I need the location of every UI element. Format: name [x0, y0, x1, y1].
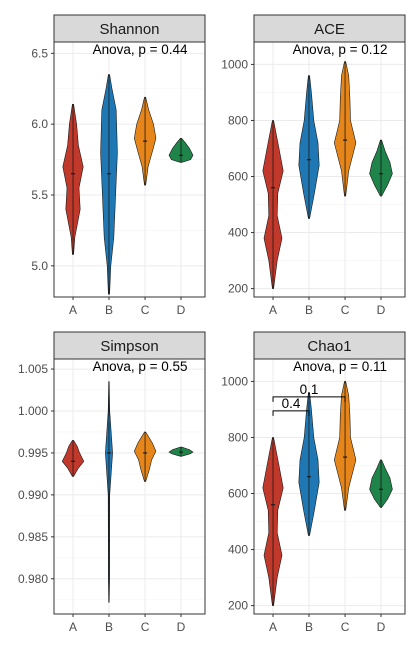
- x-tick-label: C: [341, 303, 350, 317]
- y-tick-label: 400: [228, 543, 248, 557]
- y-tick-label: 800: [228, 430, 248, 444]
- y-tick-label: 0.995: [18, 446, 48, 460]
- y-tick-label: 5.0: [31, 259, 48, 273]
- strip-header: [253, 331, 406, 360]
- strip-header: [53, 14, 206, 43]
- y-tick-label: 200: [228, 282, 248, 296]
- significance-bracket: [272, 396, 346, 402]
- y-tick-label: 5.5: [31, 188, 48, 202]
- y-tick-label: 0.985: [18, 530, 48, 544]
- x-tick-label: B: [105, 303, 113, 317]
- x-tick-label: A: [69, 620, 77, 634]
- strip-header: [253, 14, 406, 43]
- x-tick-label: D: [377, 303, 386, 317]
- panel-shannon: 5.0 5.5 6.0 6.5 A B C D Anova, p = 0.44 Shannon: [31, 14, 206, 317]
- y-tick-label: 1000: [221, 374, 248, 388]
- anova-annotation: Anova, p = 0.11: [293, 359, 387, 374]
- y-tick-label: 0.990: [18, 488, 48, 502]
- x-tick-label: D: [177, 303, 186, 317]
- x-tick-label: D: [377, 620, 386, 634]
- significance-bracket: [272, 410, 310, 416]
- y-tick-label: 800: [228, 113, 248, 127]
- panel-title: Chao1: [307, 338, 351, 355]
- y-tick-label: 1.005: [18, 362, 48, 376]
- panel-title: Shannon: [99, 21, 159, 38]
- x-tick-label: C: [341, 620, 350, 634]
- panel-title: ACE: [314, 21, 345, 38]
- bracket-label: 0.1: [300, 382, 319, 397]
- y-tick-label: 600: [228, 170, 248, 184]
- panel-simpson: 0.980 0.985 0.990 0.995 1.000 1.005 A B C D Anova,…: [18, 331, 206, 634]
- x-tick-label: C: [141, 303, 150, 317]
- x-tick-label: C: [141, 620, 150, 634]
- anova-annotation: Anova, p = 0.44: [93, 42, 188, 57]
- x-tick-label: D: [177, 620, 186, 634]
- x-tick-label: A: [269, 620, 277, 634]
- x-tick-label: A: [69, 303, 77, 317]
- y-tick-label: 6.0: [31, 117, 48, 131]
- plot-background: [54, 359, 205, 614]
- anova-annotation: Anova, p = 0.55: [93, 359, 188, 374]
- panel-chao1: 200 400 600 800 1000 A B C D 0.40.1 Anova, p = 0.1…: [221, 331, 406, 634]
- anova-annotation: Anova, p = 0.12: [293, 42, 388, 57]
- y-tick-label: 1.000: [18, 404, 48, 418]
- y-tick-label: 200: [228, 599, 248, 613]
- panel-ace: 200 400 600 800 1000 A B C D Anova, p = 0.12 ACE: [221, 14, 406, 317]
- x-tick-label: B: [105, 620, 113, 634]
- x-tick-label: B: [305, 303, 313, 317]
- panel-title: Simpson: [100, 338, 158, 355]
- y-tick-label: 1000: [221, 57, 248, 71]
- bracket-label: 0.4: [282, 396, 301, 411]
- y-tick-label: 400: [228, 226, 248, 240]
- strip-header: [53, 331, 206, 360]
- y-tick-label: 6.5: [31, 46, 48, 60]
- x-tick-label: A: [269, 303, 277, 317]
- x-tick-label: B: [305, 620, 313, 634]
- y-tick-label: 0.980: [18, 572, 48, 586]
- y-tick-label: 600: [228, 487, 248, 501]
